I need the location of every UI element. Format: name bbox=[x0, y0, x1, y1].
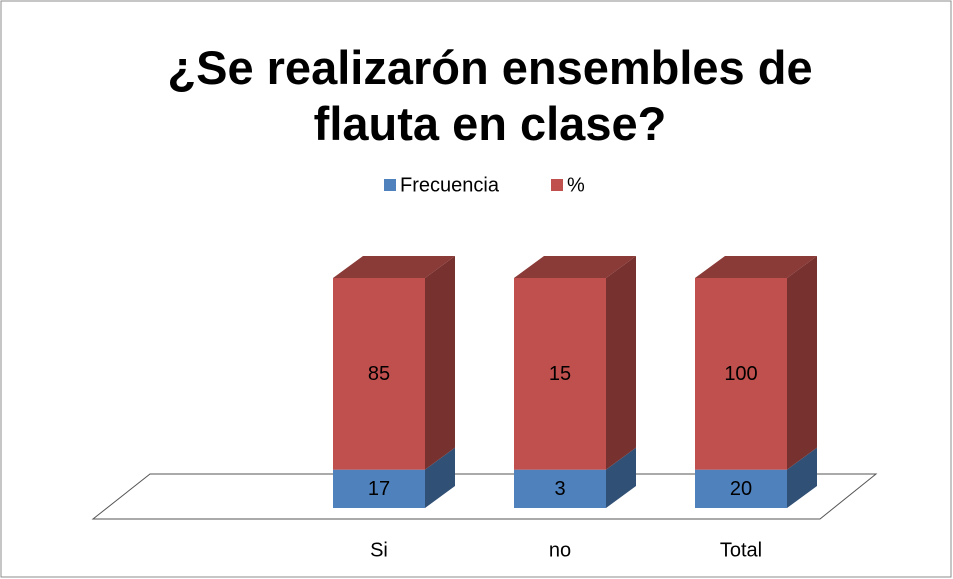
bar-top bbox=[695, 256, 817, 278]
bar-side bbox=[787, 447, 817, 508]
x-tick-label: no bbox=[549, 539, 571, 561]
x-tick-label: Total bbox=[720, 539, 762, 561]
chart-title: ¿Se realizarón ensembles de flauta en cl… bbox=[167, 41, 813, 150]
bar-segment bbox=[514, 469, 606, 508]
bar-segment bbox=[695, 278, 787, 470]
legend-swatch bbox=[384, 179, 396, 191]
bar-side bbox=[425, 256, 455, 470]
data-label: 20 bbox=[730, 478, 752, 500]
bar-side bbox=[425, 447, 455, 508]
bar-side bbox=[606, 256, 636, 470]
bar-segment bbox=[695, 469, 787, 508]
data-label: 85 bbox=[368, 363, 390, 385]
data-label: 100 bbox=[724, 363, 757, 385]
bar-segment bbox=[333, 278, 425, 470]
legend-label: Frecuencia bbox=[400, 174, 500, 196]
bar-segment bbox=[514, 278, 606, 470]
legend-label: % bbox=[567, 174, 585, 196]
bar-side bbox=[606, 447, 636, 508]
bar-top bbox=[514, 256, 636, 278]
bar-segment bbox=[333, 469, 425, 508]
data-label: 3 bbox=[554, 478, 565, 500]
floor bbox=[91, 473, 878, 520]
legend-swatch bbox=[551, 179, 563, 191]
data-label: 15 bbox=[549, 363, 571, 385]
bar-top bbox=[333, 256, 455, 278]
x-tick-label: Si bbox=[370, 539, 388, 561]
data-label: 17 bbox=[368, 478, 390, 500]
bar-side bbox=[787, 256, 817, 470]
